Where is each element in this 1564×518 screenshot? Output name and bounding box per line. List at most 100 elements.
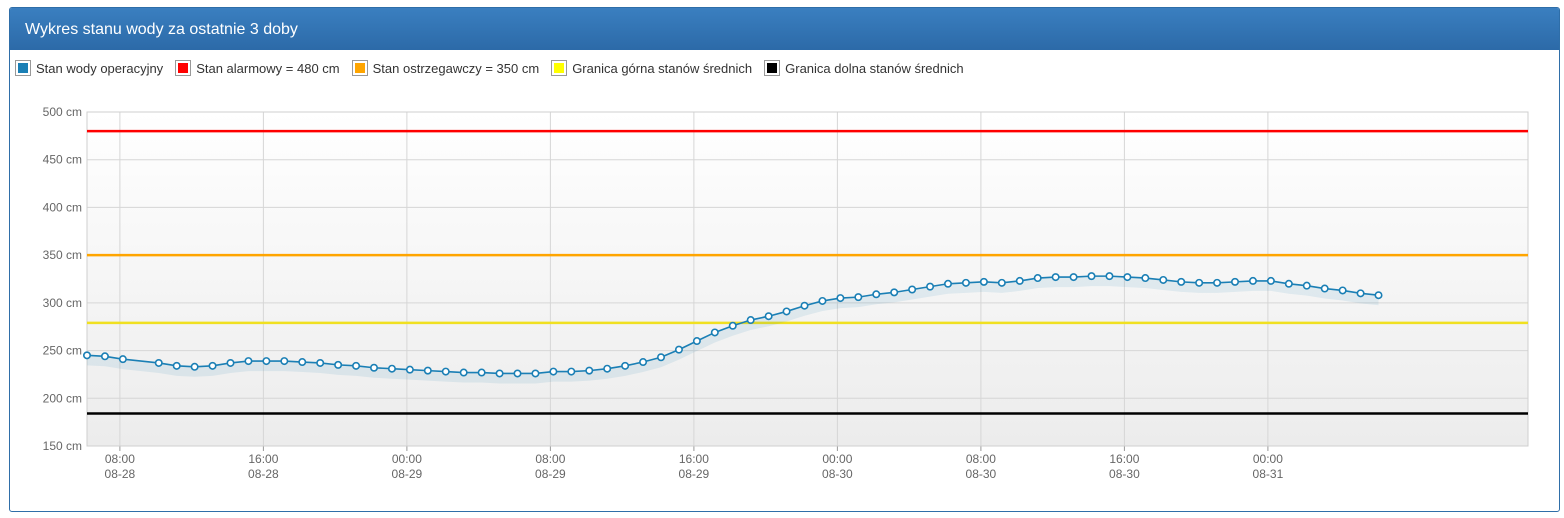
data-point — [585, 366, 594, 375]
data-point — [1248, 276, 1257, 285]
data-point — [441, 367, 450, 376]
data-point — [244, 357, 253, 366]
y-tick-label: 350 cm — [43, 248, 82, 262]
data-point — [1123, 273, 1132, 282]
data-point — [1356, 289, 1365, 298]
data-point — [1033, 274, 1042, 283]
data-point — [1284, 279, 1293, 288]
legend-item[interactable]: Granica górna stanów średnich — [551, 60, 752, 76]
data-point — [387, 364, 396, 373]
data-point — [118, 355, 127, 364]
data-point — [926, 282, 935, 291]
data-point — [1195, 278, 1204, 287]
data-point — [710, 328, 719, 337]
data-point — [370, 363, 379, 372]
data-point — [1015, 276, 1024, 285]
data-point — [1338, 286, 1347, 295]
data-point — [1231, 277, 1240, 286]
data-point — [764, 312, 773, 321]
x-tick-label-time: 00:00 — [822, 452, 852, 466]
data-point — [405, 365, 414, 374]
data-point — [836, 294, 845, 303]
legend-item[interactable]: Stan ostrzegawczy = 350 cm — [351, 60, 540, 76]
data-point — [728, 321, 737, 330]
data-point — [226, 358, 235, 367]
data-point — [1320, 284, 1329, 293]
data-point — [908, 285, 917, 294]
x-tick-label-date: 08-31 — [1253, 467, 1284, 481]
legend-label: Stan wody operacyjny — [36, 60, 164, 76]
data-point — [800, 301, 809, 310]
x-tick-label-date: 08-29 — [679, 467, 710, 481]
data-point — [854, 293, 863, 302]
y-tick-label: 500 cm — [43, 105, 82, 119]
data-point — [531, 369, 540, 378]
data-point — [477, 368, 486, 377]
x-tick-label-date: 08-30 — [822, 467, 853, 481]
data-point — [280, 357, 289, 366]
x-tick-label-time: 08:00 — [105, 452, 135, 466]
data-point — [154, 358, 163, 367]
y-tick-label: 300 cm — [43, 296, 82, 310]
legend-item[interactable]: Stan wody operacyjny — [15, 60, 163, 76]
y-tick-label: 250 cm — [43, 344, 82, 358]
legend-swatch — [175, 60, 192, 76]
data-point — [423, 366, 432, 375]
data-point — [1087, 272, 1096, 281]
series-shadow — [87, 276, 1379, 384]
legend-swatch — [551, 60, 568, 76]
data-point — [692, 337, 701, 346]
chart-legend: Stan wody operacyjny Stan alarmowy = 480 … — [15, 58, 976, 78]
legend-item[interactable]: Stan alarmowy = 480 cm — [175, 60, 340, 76]
data-point — [298, 358, 307, 367]
data-point — [208, 361, 217, 370]
data-point — [100, 352, 109, 361]
data-point — [1069, 273, 1078, 282]
data-point — [1159, 275, 1168, 284]
data-point — [1051, 273, 1060, 282]
x-tick-label-date: 08-28 — [248, 467, 279, 481]
data-point — [549, 367, 558, 376]
data-point — [83, 351, 92, 360]
data-point — [316, 358, 325, 367]
data-point — [1177, 277, 1186, 286]
x-tick-label-time: 00:00 — [392, 452, 422, 466]
data-point — [262, 357, 271, 366]
data-point — [1266, 276, 1275, 285]
data-point — [1302, 281, 1311, 290]
data-point — [961, 278, 970, 287]
x-tick-label-time: 16:00 — [1109, 452, 1139, 466]
x-tick-label-date: 08-29 — [535, 467, 566, 481]
data-point — [818, 296, 827, 305]
x-tick-label-date: 08-29 — [392, 467, 423, 481]
legend-label: Stan ostrzegawczy = 350 cm — [372, 60, 540, 76]
data-point — [997, 278, 1006, 287]
data-point — [782, 307, 791, 316]
data-point — [459, 368, 468, 377]
legend-swatch — [15, 60, 31, 76]
y-tick-label: 200 cm — [43, 391, 82, 405]
x-tick-label-time: 16:00 — [248, 452, 278, 466]
x-tick-label-date: 08-28 — [105, 467, 136, 481]
data-point — [334, 360, 343, 369]
data-point — [567, 367, 576, 376]
data-point — [603, 364, 612, 373]
data-point — [1141, 274, 1150, 283]
data-point — [352, 361, 361, 370]
legend-item[interactable]: Granica dolna stanów średnich — [764, 60, 964, 76]
data-point — [1374, 291, 1383, 300]
x-tick-label-time: 08:00 — [535, 452, 565, 466]
data-point — [621, 361, 630, 370]
data-point — [639, 358, 648, 367]
x-tick-label-date: 08-30 — [966, 467, 997, 481]
data-point — [746, 316, 755, 325]
data-point — [1105, 272, 1114, 281]
legend-label: Stan alarmowy = 480 cm — [196, 60, 340, 76]
y-tick-label: 400 cm — [43, 200, 82, 214]
data-point — [872, 290, 881, 299]
x-tick-label-time: 00:00 — [1253, 452, 1283, 466]
data-point — [979, 277, 988, 286]
data-point — [190, 362, 199, 371]
panel-title: Wykres stanu wody za ostatnie 3 doby — [10, 8, 1559, 50]
